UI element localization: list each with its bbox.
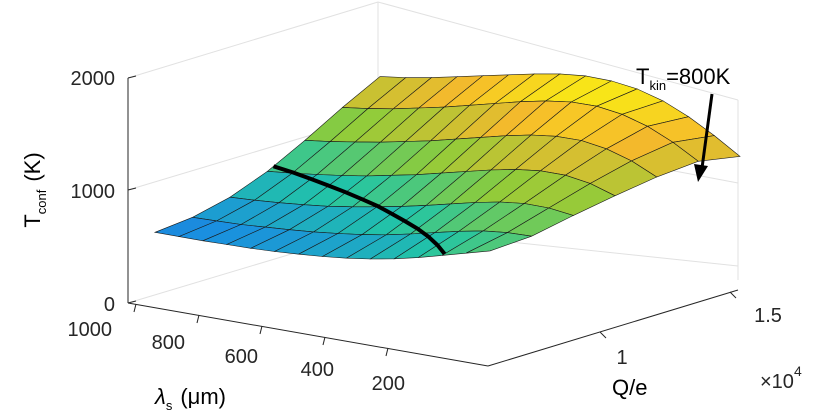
x-axis-label: λs (μm): [154, 384, 226, 413]
y-axis-exponent: ×104: [760, 363, 802, 393]
y-axis: 1 1.5 Q/e ×104: [599, 291, 802, 400]
x-axis-label-main: λ: [154, 384, 166, 409]
tkin-annotation-main: T: [636, 64, 649, 89]
z-axis-label-unit: (K): [20, 152, 45, 181]
x-tick-label: 200: [372, 373, 405, 395]
y-exponent-base: ×10: [760, 371, 794, 393]
tkin-annotation: Tkin=800K: [636, 64, 731, 182]
z-axis: 2000 1000 0 Tconf (K): [20, 68, 137, 316]
x-tick-label: 800: [152, 332, 185, 354]
x-axis-label-sub: s: [166, 398, 173, 413]
z-axis-label: Tconf (K): [20, 152, 49, 227]
x-axis: 1000 800 600 400 200 λs (μm): [68, 303, 405, 413]
surface-mesh: [153, 73, 741, 260]
x-tick-label: 600: [225, 346, 258, 368]
y-axis-label: Q/e: [612, 375, 647, 400]
y-tick-label: 1.5: [754, 305, 782, 327]
tkin-annotation-rest: =800K: [666, 64, 731, 89]
x-tick-label: 400: [301, 359, 334, 381]
y-exponent-power: 4: [794, 363, 802, 379]
tkin-annotation-sub: kin: [649, 78, 666, 93]
x-axis-label-unit: (μm): [180, 384, 226, 409]
y-tick-marks: [599, 291, 737, 339]
tkin-annotation-arrow-shaft: [700, 93, 714, 169]
x-tick-label: 1000: [68, 319, 113, 341]
z-tick-marks: [127, 75, 137, 304]
tkin-contour-line: [272, 164, 447, 256]
surface-patch: [465, 232, 532, 254]
y-tick-label: 1: [616, 347, 627, 369]
z-axis-label-sub: conf: [34, 189, 49, 214]
axes-lines: [127, 78, 739, 367]
z-tick-label: 1000: [71, 181, 116, 203]
z-tick-label: 0: [104, 294, 115, 316]
z-axis-label-main: T: [20, 214, 45, 227]
tkin-annotation-arrowhead: [694, 164, 708, 182]
x-tick-marks: [133, 303, 389, 357]
tkin-annotation-text: Tkin=800K: [636, 64, 731, 93]
z-tick-label: 2000: [71, 68, 116, 90]
